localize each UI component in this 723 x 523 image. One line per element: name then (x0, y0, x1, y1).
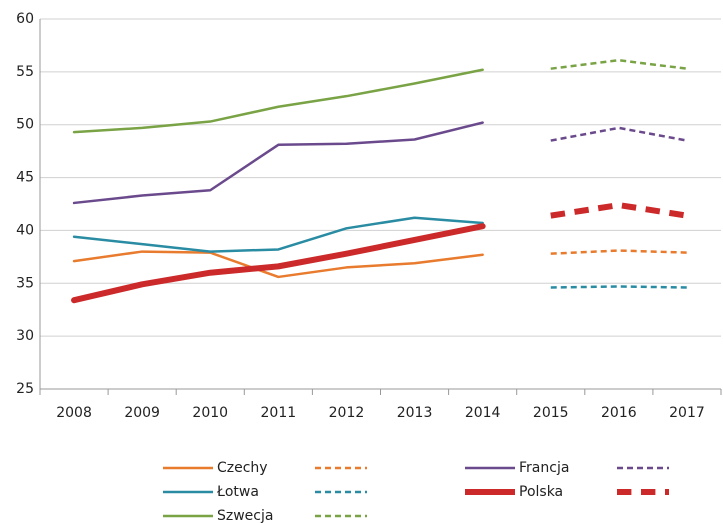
series-line (71, 223, 486, 304)
forecast-line (550, 58, 688, 70)
y-tick-label: 25 (16, 381, 34, 397)
y-tick-label: 35 (16, 275, 34, 291)
legend-label: Polska (519, 484, 563, 500)
y-tick-label: 60 (16, 11, 34, 27)
x-tick-label: 2015 (533, 405, 569, 421)
series-line (72, 121, 484, 205)
x-tick-label: 2014 (465, 405, 501, 421)
y-tick-label: 30 (16, 328, 34, 344)
x-tick-label: 2012 (329, 405, 365, 421)
legend-label: Szwecja (217, 508, 273, 523)
forecast-line (550, 285, 687, 289)
x-tick-label: 2009 (124, 405, 160, 421)
x-tick-label: 2016 (601, 405, 637, 421)
x-tick-label: 2008 (56, 405, 92, 421)
x-tick-label: 2010 (192, 405, 228, 421)
x-tick-label: 2011 (261, 405, 297, 421)
forecast-line (550, 249, 687, 255)
y-tick-label: 50 (16, 117, 34, 133)
forecast-line (550, 126, 688, 142)
y-tick-label: 55 (16, 64, 34, 80)
x-tick-label: 2013 (397, 405, 433, 421)
series-line (72, 216, 484, 253)
y-tick-label: 40 (16, 222, 34, 238)
y-tick-label: 45 (16, 170, 34, 186)
forecast-line (550, 202, 688, 219)
x-tick-label: 2017 (669, 405, 705, 421)
series-line (72, 68, 484, 134)
series-line (72, 250, 484, 279)
legend-label: Łotwa (216, 484, 259, 500)
legend-label: Czechy (217, 460, 268, 476)
legend-label: Francja (519, 460, 569, 476)
